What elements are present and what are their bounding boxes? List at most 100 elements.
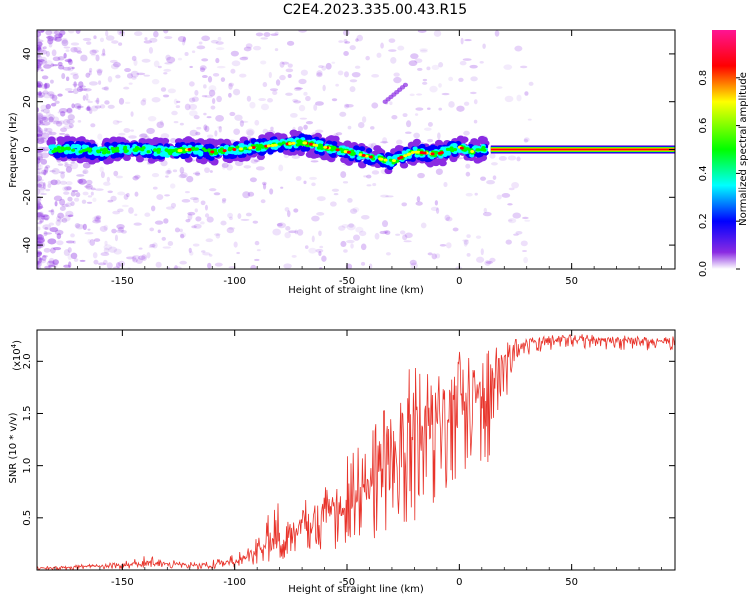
noise-cell bbox=[486, 180, 495, 185]
noise-cell bbox=[241, 56, 249, 59]
ridge-cell bbox=[297, 141, 302, 145]
noise-cell bbox=[200, 221, 205, 225]
noise-cell bbox=[37, 46, 45, 53]
noise-cell bbox=[329, 201, 337, 207]
noise-cell bbox=[82, 191, 89, 196]
noise-cell bbox=[71, 66, 75, 70]
noise-cell bbox=[57, 111, 62, 114]
noise-cell bbox=[90, 187, 96, 191]
noise-cell bbox=[37, 133, 44, 137]
noise-cell bbox=[393, 76, 402, 84]
snr-y-ticks: 0.5 1.0 1.5 2.0 bbox=[22, 353, 675, 526]
noise-cell bbox=[413, 132, 420, 139]
noise-cell bbox=[55, 219, 61, 226]
noise-cell bbox=[204, 213, 210, 218]
noise-cell bbox=[345, 103, 354, 108]
noise-cell bbox=[85, 41, 92, 45]
noise-cell bbox=[274, 48, 279, 52]
noise-cell bbox=[290, 112, 298, 118]
noise-cell bbox=[337, 70, 344, 76]
noise-cell bbox=[40, 69, 44, 72]
noise-cell bbox=[37, 92, 43, 96]
noise-cell bbox=[40, 56, 47, 64]
noise-cell bbox=[258, 98, 267, 102]
noise-cell bbox=[65, 210, 74, 218]
noise-cell bbox=[75, 30, 81, 34]
noise-cell bbox=[39, 257, 43, 263]
noise-cell bbox=[37, 152, 44, 160]
ridge-cell bbox=[281, 141, 286, 145]
noise-cell bbox=[151, 173, 160, 178]
noise-cell bbox=[199, 65, 207, 71]
noise-cell bbox=[57, 56, 65, 61]
noise-cell bbox=[170, 202, 177, 208]
noise-cell bbox=[221, 200, 226, 204]
noise-cell bbox=[239, 73, 247, 78]
chart-title: C2E4.2023.335.00.43.R15 bbox=[282, 2, 468, 18]
noise-cell bbox=[37, 200, 41, 204]
noise-cell bbox=[162, 246, 171, 249]
noise-cell bbox=[48, 257, 55, 265]
ridge-peak-cell bbox=[459, 146, 464, 150]
noise-cell bbox=[93, 35, 97, 40]
noise-cell bbox=[54, 33, 63, 39]
noise-cell bbox=[59, 180, 67, 185]
noise-cell bbox=[52, 64, 59, 67]
noise-cell bbox=[37, 241, 40, 246]
ridge-peak-cell bbox=[343, 150, 348, 154]
noise-cell bbox=[93, 238, 101, 242]
noise-cell bbox=[37, 41, 43, 48]
ridge-peak-cell bbox=[312, 143, 317, 147]
colorbar-tick-label: 0.4 bbox=[698, 165, 709, 181]
noise-cell bbox=[57, 163, 64, 166]
noise-cell bbox=[463, 239, 469, 245]
noise-cell bbox=[202, 252, 211, 256]
noise-cell bbox=[37, 48, 42, 52]
noise-cell bbox=[233, 128, 241, 136]
noise-cell bbox=[262, 183, 267, 190]
snr-x-ticks: -150 -100 -50 0 50 bbox=[54, 330, 662, 588]
noise-cell bbox=[254, 258, 260, 261]
noise-cell bbox=[52, 259, 59, 266]
noise-cell bbox=[146, 127, 155, 135]
ridge-peak-cell bbox=[422, 151, 427, 155]
noise-cell bbox=[163, 68, 172, 72]
noise-cell bbox=[343, 103, 350, 109]
noise-cell bbox=[276, 223, 283, 227]
noise-cell bbox=[482, 43, 486, 49]
noise-cell bbox=[150, 205, 156, 212]
noise-cell bbox=[193, 223, 202, 229]
noise-cell bbox=[371, 74, 380, 78]
noise-cell bbox=[164, 194, 170, 197]
noise-cell bbox=[65, 166, 72, 173]
ridge-cell bbox=[71, 148, 76, 152]
snr-frame bbox=[36, 329, 676, 571]
noise-cell bbox=[99, 104, 106, 109]
noise-cell bbox=[95, 54, 100, 62]
noise-cell bbox=[37, 31, 42, 38]
ridge-cell bbox=[227, 148, 232, 152]
noise-cell bbox=[206, 116, 212, 119]
noise-cell bbox=[126, 73, 134, 79]
noise-cell bbox=[516, 94, 522, 102]
noise-cell bbox=[37, 250, 43, 257]
noise-cell bbox=[101, 86, 109, 90]
noise-cell bbox=[77, 105, 82, 110]
y-tick-label: 0 bbox=[22, 146, 33, 152]
noise-cell bbox=[76, 86, 84, 92]
noise-cell bbox=[138, 247, 143, 250]
noise-cell bbox=[380, 42, 384, 49]
ridge-cell bbox=[332, 145, 337, 149]
noise-cell bbox=[384, 230, 391, 235]
noise-cell bbox=[37, 116, 41, 120]
noise-cell bbox=[132, 258, 138, 263]
noise-cell bbox=[191, 225, 197, 229]
noise-cell bbox=[254, 119, 260, 126]
noise-cell bbox=[193, 115, 200, 120]
noise-cell bbox=[349, 208, 358, 214]
noise-cell bbox=[489, 257, 496, 263]
noise-cell bbox=[103, 181, 111, 186]
noise-cell bbox=[181, 198, 191, 203]
ridge-cell bbox=[124, 149, 129, 153]
noise-cell bbox=[523, 138, 529, 143]
